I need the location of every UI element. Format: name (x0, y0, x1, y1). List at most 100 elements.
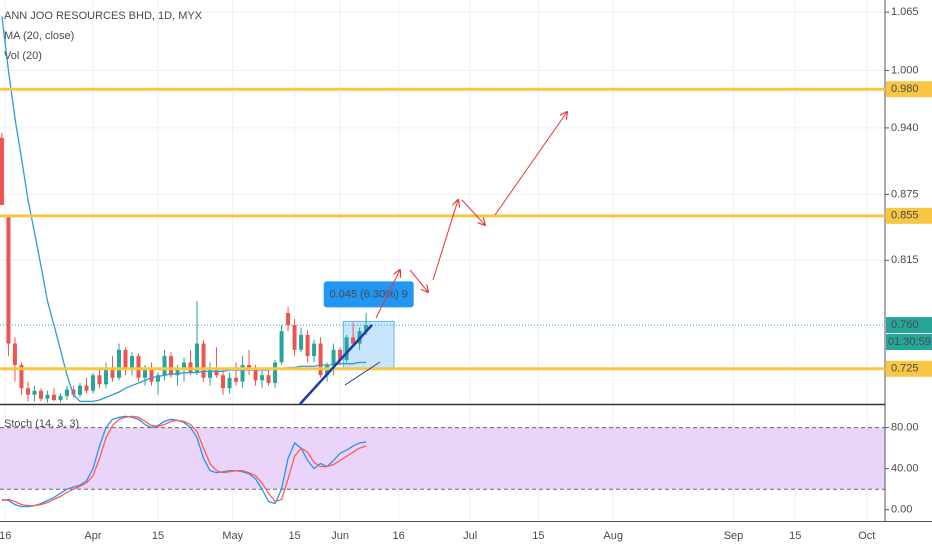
ma-legend: MA (20, close) (4, 30, 74, 42)
candle-body (58, 396, 63, 401)
candle-body (103, 368, 108, 385)
trend-line (299, 324, 373, 405)
candle-body (149, 368, 154, 382)
y-tick-label: 1.065 (891, 6, 919, 18)
marks (0, 16, 885, 508)
stoch (0, 415, 885, 508)
x-tick-label: Jun (331, 530, 349, 542)
countdown: 01:30:59 (888, 336, 931, 348)
series-line (1, 415, 367, 507)
level-label-bg (886, 81, 932, 98)
y-tick-label: 0.815 (891, 254, 919, 266)
x-tick-label: 15 (288, 530, 300, 542)
candle-body (77, 385, 82, 395)
candle-body (84, 385, 89, 391)
candle-body (279, 331, 284, 363)
candle-body (305, 334, 310, 357)
candle-body (25, 388, 30, 395)
x-tick-label: 15 (152, 530, 164, 542)
candle-body (143, 368, 148, 378)
candle-body (344, 337, 349, 360)
candle-body (71, 389, 76, 395)
candle-body (351, 337, 356, 344)
candle-body (162, 356, 167, 376)
candle-body (299, 334, 304, 350)
candle-body (286, 312, 291, 326)
level-label-bg (886, 207, 932, 224)
x-tick-label: Apr (84, 530, 101, 542)
x-tick-label: Jul (463, 530, 477, 542)
candle-body (136, 356, 141, 378)
candle-body (195, 343, 200, 373)
candle-body (116, 349, 121, 378)
candle-body (19, 364, 24, 389)
volume-legend: Vol (20) (4, 50, 42, 62)
arrow (409, 269, 428, 292)
x-tick-label: 16 (0, 530, 11, 542)
y-tick-label: 40.00 (891, 463, 919, 475)
measure-box (342, 320, 395, 370)
measure-label: 0.045 (6.30%) 9 (330, 288, 408, 300)
trend-line (344, 361, 381, 386)
candle-body (318, 343, 323, 376)
countdown-bg (886, 334, 932, 351)
drawings (299, 112, 567, 405)
level-label: 0.855 (891, 210, 919, 222)
candle-body (227, 377, 232, 389)
candle-body (123, 349, 128, 371)
arrow (461, 199, 485, 225)
y-tick-label: 1.000 (891, 64, 919, 76)
candle-body (364, 325, 369, 332)
candle-body (201, 343, 206, 378)
x-tick-label: Aug (603, 530, 623, 542)
level-label: 0.725 (891, 363, 919, 375)
candle-body (51, 394, 56, 401)
candle-body (169, 356, 174, 376)
y-tick-label: 0.875 (891, 188, 919, 200)
candle-body (260, 375, 265, 381)
last-price-label: 0.760 (891, 319, 919, 331)
candle-body (175, 370, 180, 376)
candle-body (273, 362, 278, 383)
candle-body (0, 137, 4, 206)
last-price-bg (886, 317, 932, 334)
candle-body (208, 367, 213, 378)
series-line (1, 16, 367, 402)
y-tick-label: 0.940 (891, 122, 919, 134)
candle-body (182, 362, 187, 371)
candle-body (97, 375, 102, 385)
y-tick-label: 80.00 (891, 421, 919, 433)
candle-body (312, 343, 317, 357)
candle-body (331, 349, 336, 365)
candle-body (234, 377, 239, 382)
level-label: 0.980 (891, 83, 919, 95)
x-tick-label: 15 (789, 530, 801, 542)
arrow (432, 200, 458, 281)
x-tick-label: 15 (532, 530, 544, 542)
y-tick-label: 0.00 (891, 504, 912, 516)
candle-body (64, 389, 69, 397)
band (0, 427, 885, 490)
candle-body (130, 356, 135, 371)
candle-body (240, 364, 245, 382)
candle-body (221, 375, 226, 389)
x-tick-label: Sep (724, 530, 744, 542)
candles (0, 16, 395, 403)
candle-body (45, 394, 50, 399)
candle-body (38, 390, 43, 399)
candle-body (292, 325, 297, 350)
stoch-legend: Stoch (14, 3, 3) (4, 418, 79, 430)
x-tick-label: Oct (858, 530, 875, 542)
candle-body (6, 215, 11, 344)
level-label-bg (886, 360, 932, 377)
candle-body (12, 343, 17, 365)
candle-body (110, 368, 115, 378)
series-line (1, 415, 367, 508)
candle-body (156, 375, 161, 382)
candle-body (338, 349, 343, 360)
x-tick-label: May (222, 530, 243, 542)
candle-body (253, 370, 258, 381)
x-tick-label: 16 (392, 530, 404, 542)
